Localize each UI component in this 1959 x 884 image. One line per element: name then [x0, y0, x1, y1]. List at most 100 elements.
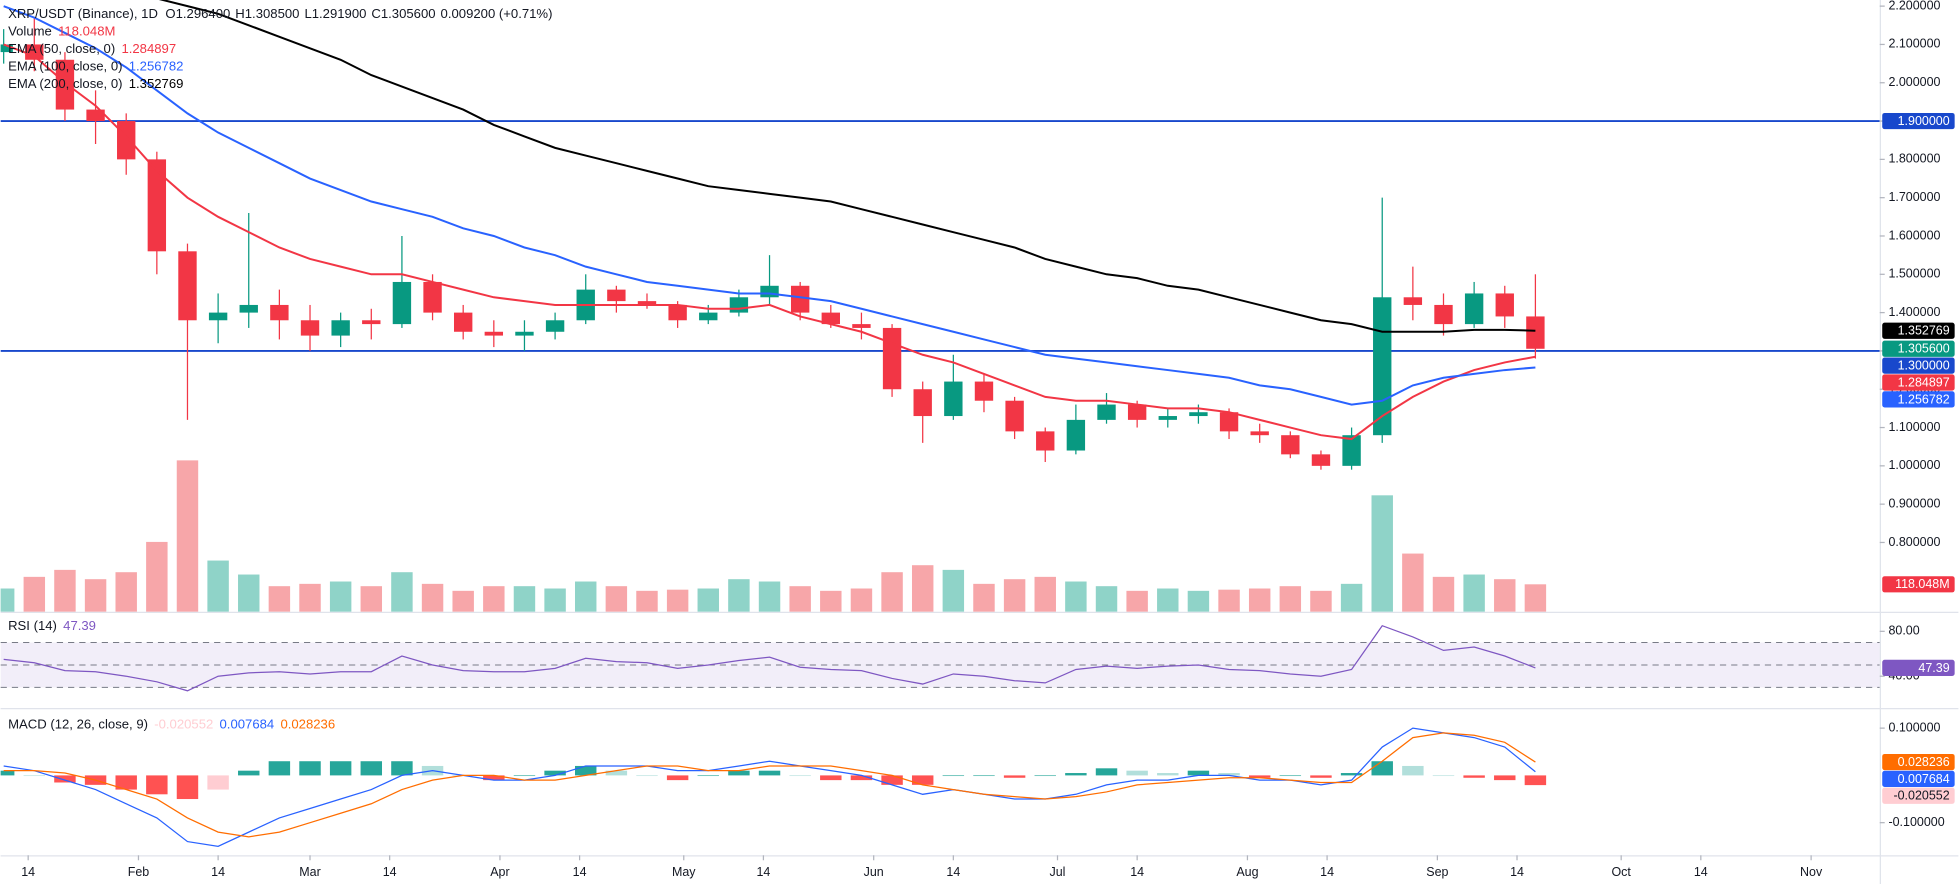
volume-bar — [0, 588, 15, 612]
rsi-tag — [1882, 659, 1955, 677]
x-tick-label: Apr — [490, 865, 509, 879]
y-tick-label: 2.200000 — [1888, 0, 1940, 12]
macd-histogram-bar — [1157, 773, 1179, 776]
volume-bar — [238, 574, 260, 612]
volume-bar — [881, 572, 903, 612]
macd-hist-tag — [1882, 787, 1955, 804]
rsi-legend: RSI (14) 47.39 — [8, 618, 96, 633]
price-pane — [0, 0, 1880, 612]
y-tick-label: 0.100000 — [1888, 720, 1940, 734]
ema-line — [3, 5, 1536, 406]
volume-bar — [942, 569, 965, 612]
level-tag-label: 1.300000 — [1898, 359, 1950, 373]
volume-legend: Volume 118.048M — [8, 24, 115, 39]
y-tick-label: 80.00 — [1888, 624, 1919, 638]
macd-histogram-bar — [207, 775, 229, 790]
volume-bar — [421, 583, 444, 612]
x-tick-label: Nov — [1800, 865, 1823, 879]
volume-bar — [1371, 495, 1393, 612]
volume-bar — [207, 560, 229, 612]
ema-line — [158, 0, 1536, 333]
candle-body — [1158, 416, 1177, 420]
candle-body — [821, 312, 840, 325]
volume-bar — [1157, 588, 1179, 612]
volume-bar — [1432, 576, 1455, 612]
macd-tag-label: 0.007684 — [1898, 772, 1950, 786]
macd-histogram-bar — [1003, 775, 1026, 778]
volume-bar — [146, 541, 168, 612]
candle-body — [239, 304, 258, 313]
y-tick-label: 1.000000 — [1888, 458, 1940, 472]
macd-histogram-bar — [23, 775, 46, 777]
macd-line-value: 0.007684 — [220, 717, 275, 732]
ohlc-high: H1.308500 — [235, 6, 299, 21]
candle-body — [852, 324, 871, 328]
candle-body — [1189, 412, 1208, 417]
volume-bar — [1524, 584, 1547, 612]
candle-body — [882, 327, 902, 390]
candle-body — [699, 312, 718, 321]
ema-tag — [1882, 391, 1955, 408]
ema-name: EMA (100, close, 0) — [8, 59, 122, 74]
macd-name: MACD (12, 26, close, 9) — [8, 717, 148, 732]
close-tag — [1882, 340, 1955, 357]
x-tick-label: 14 — [756, 865, 770, 879]
macd-histogram-bar — [1279, 775, 1302, 777]
macd-histogram-bar — [1463, 775, 1485, 778]
rsi-name: RSI (14) — [8, 618, 57, 633]
macd-line — [3, 727, 1536, 847]
macd-histogram-bar — [299, 761, 321, 776]
candle-body — [1464, 293, 1484, 325]
x-tick-label: 14 — [573, 865, 587, 879]
volume-bar — [1126, 590, 1148, 612]
ema-value: 1.352769 — [129, 76, 184, 91]
macd-histogram-bar — [544, 770, 566, 776]
x-tick-label: 14 — [211, 865, 225, 879]
candle-body — [331, 320, 350, 336]
volume-bar — [758, 581, 781, 612]
candle-body — [362, 320, 381, 325]
macd-hist-value: -0.020552 — [154, 717, 213, 732]
ema-legend: EMA (200, close, 0) 1.352769 — [8, 76, 183, 91]
volume-bar — [697, 588, 719, 612]
volume-bar — [1340, 583, 1363, 612]
volume-bar — [605, 586, 628, 612]
macd-histogram-bar — [1402, 765, 1424, 776]
x-tick-label: Sep — [1426, 865, 1448, 879]
macd-histogram-bar — [911, 775, 934, 785]
macd-histogram-bar — [758, 770, 781, 776]
volume-bar — [973, 583, 995, 612]
candle-body — [117, 121, 136, 160]
candle-body — [25, 44, 44, 60]
macd-histogram-bar — [605, 770, 628, 776]
macd-histogram-bar — [329, 761, 352, 776]
macd-histogram-bar — [1218, 773, 1240, 776]
x-tick-label: Mar — [299, 865, 320, 879]
macd-histogram-bar — [0, 770, 15, 776]
volume-bar — [54, 569, 76, 612]
macd-histogram-bar — [391, 761, 413, 776]
x-tick-label: 14 — [946, 865, 960, 879]
volume-bar — [789, 586, 811, 612]
macd-histogram-bar — [54, 775, 76, 783]
volume-bar — [483, 586, 505, 612]
rsi-tag-label: 47.39 — [1918, 661, 1949, 675]
candle-body — [1434, 304, 1453, 325]
candle-body — [1127, 404, 1147, 420]
ema-name: EMA (50, close, 0) — [8, 41, 115, 56]
x-tick-label: Oct — [1611, 865, 1631, 879]
volume-bar — [1187, 590, 1210, 612]
candle-body — [1036, 431, 1055, 451]
y-tick-label: 1.100000 — [1888, 420, 1940, 434]
macd-histogram-bar — [789, 775, 811, 777]
macd-histogram-bar — [820, 775, 842, 781]
volume-bar — [911, 565, 934, 612]
macd-histogram-bar — [1248, 775, 1271, 778]
candle-body — [300, 320, 320, 336]
macd-histogram-bar — [1340, 773, 1363, 776]
ohlc-open: O1.296400 — [165, 6, 230, 21]
macd-histogram-bar — [697, 775, 719, 777]
macd-histogram-bar — [1494, 775, 1516, 781]
y-tick-label: 0.900000 — [1888, 496, 1940, 510]
x-tick-label: 14 — [1694, 865, 1708, 879]
